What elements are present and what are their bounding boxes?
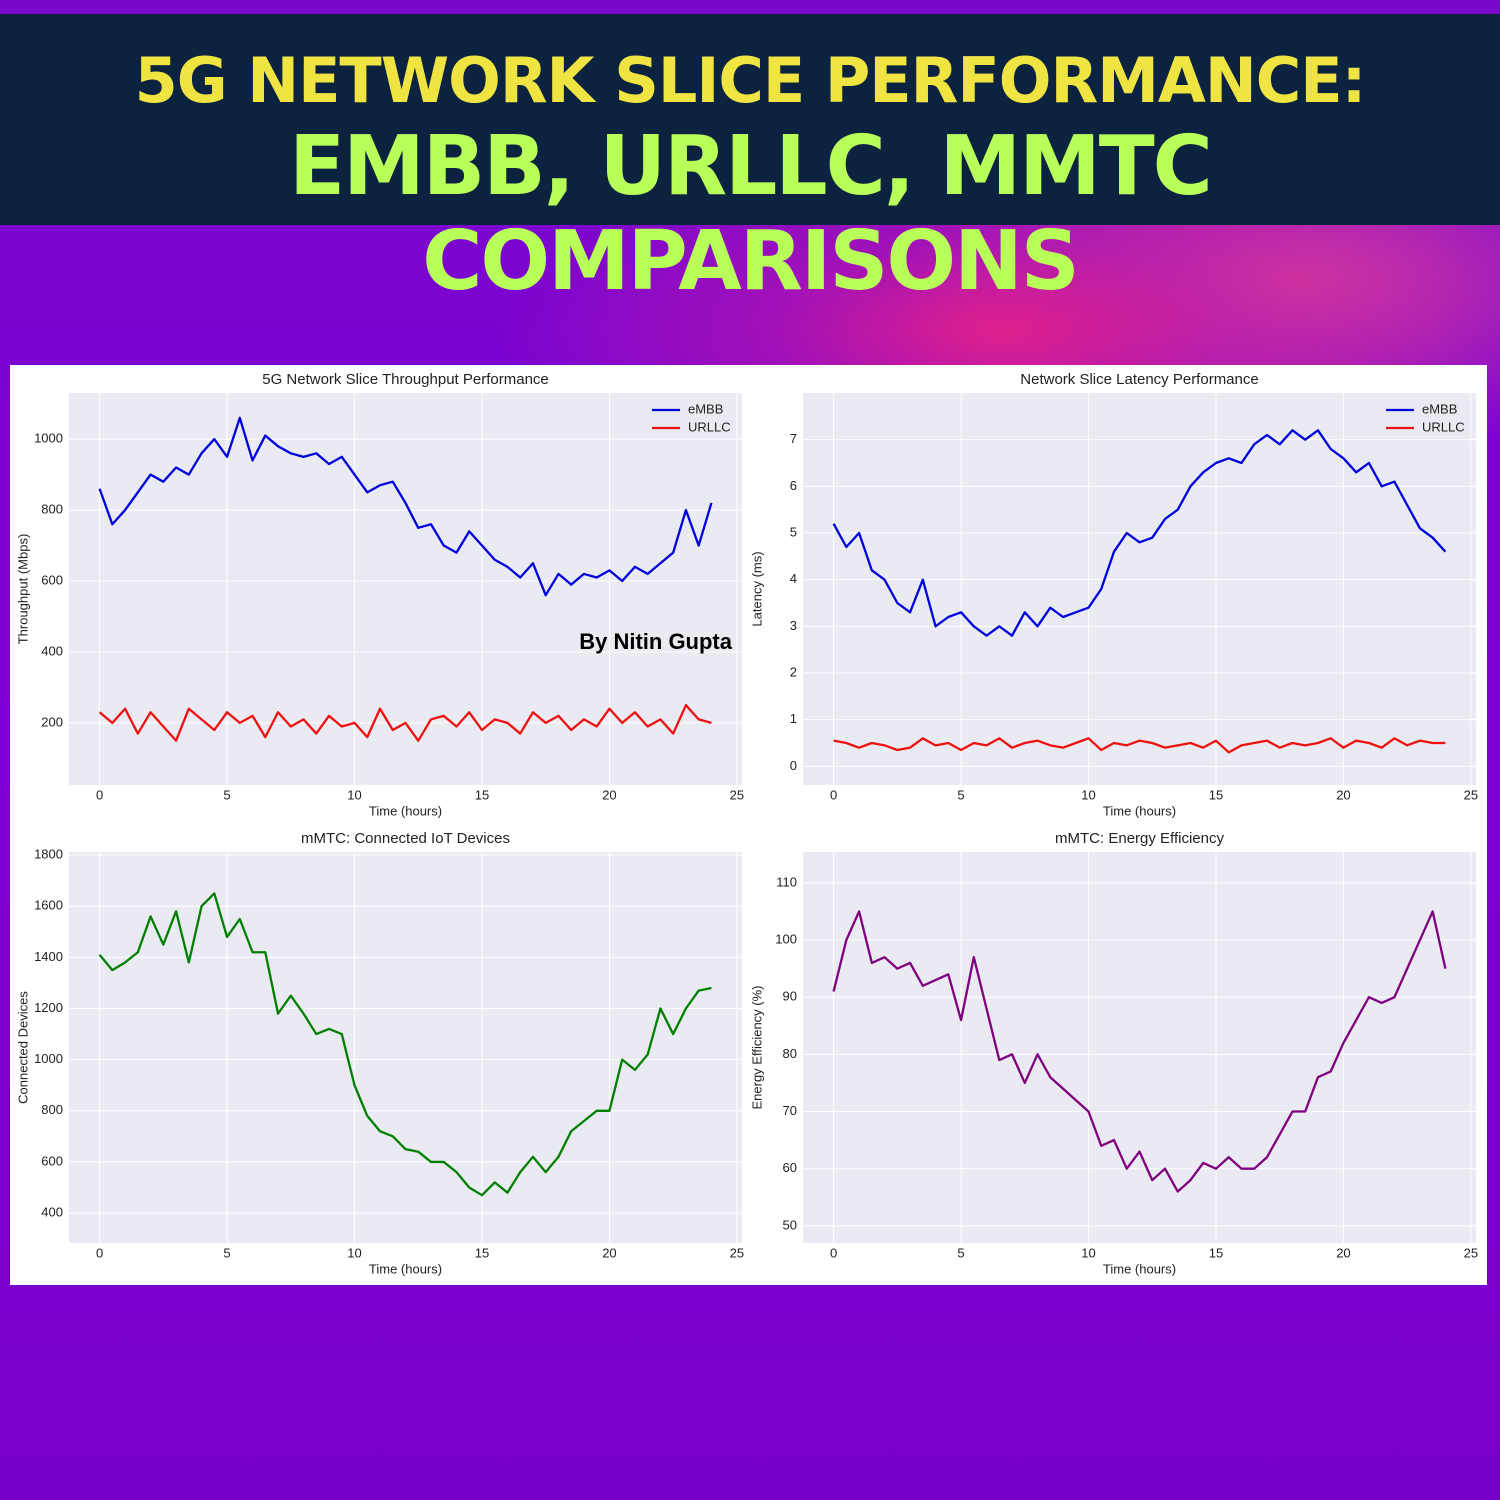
x-tick-label: 10: [347, 1245, 361, 1260]
x-tick-label: 15: [475, 1245, 489, 1260]
plot: [98, 416, 713, 742]
y-tick-label: 800: [41, 502, 63, 517]
y-tick-label: 110: [776, 874, 797, 889]
legend-label: URLLC: [688, 419, 731, 434]
data-line: [832, 429, 1447, 637]
y-tick-label: 80: [783, 1046, 797, 1061]
data-line: [833, 737, 1446, 754]
x-tick-label: 25: [730, 787, 744, 802]
x-tick-label: 0: [830, 1245, 837, 1260]
y-tick-label: 400: [41, 1205, 63, 1220]
y-tick-label: 1600: [34, 898, 63, 913]
y-tick-label: 4: [790, 571, 797, 586]
y-tick-label: 1000: [34, 431, 63, 446]
x-tick-label: 15: [1209, 1245, 1223, 1260]
y-tick-label: 6: [790, 478, 797, 493]
x-tick-label: 0: [830, 787, 837, 802]
x-tick-label: 25: [1464, 1245, 1478, 1260]
plot: [98, 892, 712, 1197]
y-tick-label: 1: [790, 711, 797, 726]
plot-area: [803, 393, 1476, 785]
chart-title: mMTC: Connected IoT Devices: [301, 830, 510, 847]
y-tick-label: 800: [41, 1102, 63, 1117]
y-axis-label: Connected Devices: [15, 991, 30, 1104]
data-line: [832, 910, 1447, 1193]
y-tick-label: 200: [41, 714, 63, 729]
legend-label: URLLC: [1422, 419, 1465, 434]
header-line-1: 5G NETWORK SLICE PERFORMANCE:: [134, 44, 1367, 117]
x-tick-label: 10: [347, 787, 361, 802]
y-tick-label: 600: [41, 1153, 63, 1168]
y-axis-label: Latency (ms): [749, 551, 764, 626]
header: 5G NETWORK SLICE PERFORMANCE: EMBB, URLL…: [0, 14, 1500, 309]
y-tick-label: 100: [775, 931, 797, 946]
x-tick-label: 10: [1081, 1245, 1095, 1260]
plot-area: [69, 852, 742, 1243]
x-axis-label: Time (hours): [369, 803, 442, 818]
x-tick-label: 20: [602, 1245, 616, 1260]
y-tick-label: 1800: [34, 847, 63, 862]
x-tick-label: 20: [602, 787, 616, 802]
y-tick-label: 600: [41, 572, 63, 587]
x-tick-label: 5: [957, 1245, 964, 1260]
header-line-2: EMBB, URLLC, MMTC COMPARISONS: [289, 119, 1213, 309]
x-tick-label: 0: [96, 787, 103, 802]
x-tick-label: 5: [223, 1245, 230, 1260]
y-tick-label: 1200: [34, 1000, 63, 1015]
x-axis-label: Time (hours): [369, 1261, 442, 1276]
plot: [832, 910, 1447, 1193]
y-axis-label: Throughput (Mbps): [15, 534, 30, 645]
x-tick-label: 10: [1081, 787, 1095, 802]
plot-area: [803, 852, 1476, 1243]
y-tick-label: 70: [783, 1103, 797, 1118]
x-tick-label: 15: [1209, 787, 1223, 802]
y-axis-label: Energy Efficiency (%): [749, 985, 764, 1109]
data-line: [98, 416, 713, 597]
y-tick-label: 3: [790, 618, 797, 633]
y-tick-label: 400: [41, 643, 63, 658]
y-tick-label: 7: [790, 431, 797, 446]
plot: [832, 429, 1447, 754]
y-tick-label: 0: [790, 758, 797, 773]
y-tick-label: 2: [790, 664, 797, 679]
y-tick-label: 5: [790, 524, 797, 539]
x-axis-label: Time (hours): [1103, 1261, 1176, 1276]
x-tick-label: 15: [475, 787, 489, 802]
chart-title: Network Slice Latency Performance: [1020, 371, 1258, 388]
x-tick-label: 25: [730, 1245, 744, 1260]
y-tick-label: 1000: [34, 1051, 63, 1066]
chart-title: 5G Network Slice Throughput Performance: [262, 371, 549, 388]
x-tick-label: 5: [957, 787, 964, 802]
chart-title: mMTC: Energy Efficiency: [1055, 830, 1224, 847]
x-axis-label: Time (hours): [1103, 803, 1176, 818]
legend-label: eMBB: [1422, 401, 1457, 416]
y-tick-label: 90: [783, 989, 797, 1004]
y-tick-label: 1400: [34, 949, 63, 964]
y-tick-label: 50: [783, 1217, 797, 1232]
x-tick-label: 0: [96, 1245, 103, 1260]
plot-area: [69, 393, 742, 785]
annotation: By Nitin Gupta: [579, 629, 733, 654]
data-line: [98, 704, 712, 742]
x-tick-label: 25: [1464, 787, 1478, 802]
x-tick-label: 20: [1336, 1245, 1350, 1260]
x-tick-label: 5: [223, 787, 230, 802]
x-tick-label: 20: [1336, 787, 1350, 802]
legend-label: eMBB: [688, 401, 723, 416]
data-line: [98, 892, 712, 1197]
y-tick-label: 60: [783, 1160, 797, 1175]
